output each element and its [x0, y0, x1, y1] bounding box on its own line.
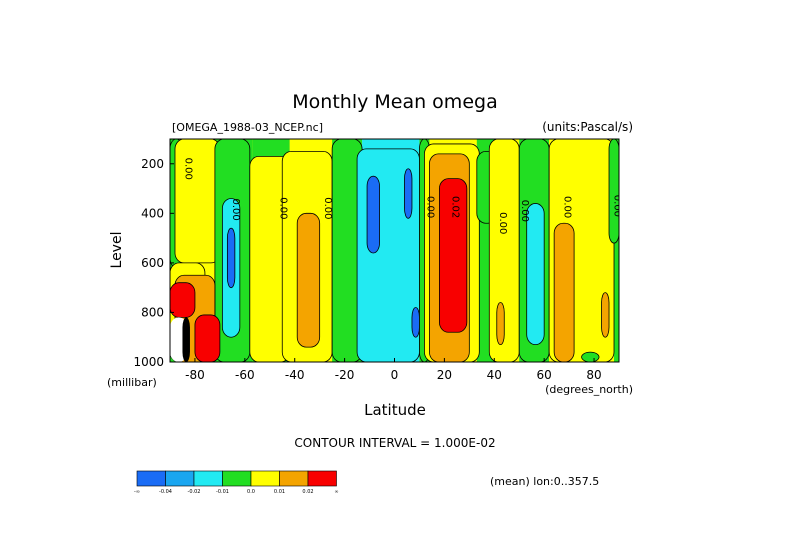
field-region-32 — [182, 317, 190, 362]
field-region-24 — [601, 292, 610, 338]
x-tick-label-3: -20 — [335, 368, 355, 382]
legend-swatch-6 — [307, 470, 337, 487]
field-regions — [170, 139, 619, 362]
field-region-11 — [404, 168, 413, 219]
contour-label-4: 0.00 — [424, 196, 435, 218]
x-unit-label: (degrees_north) — [545, 383, 633, 396]
x-tick-label-4: 0 — [391, 368, 399, 382]
legend-label-1: -0.04 — [159, 489, 172, 495]
units-label: (units:Pascal/s) — [542, 120, 633, 134]
y-axis-ticks: 200 400 600 800 1000 — [133, 157, 174, 369]
legend-label-4: 0.0 — [247, 489, 255, 495]
y-tick-label-1: 400 — [141, 206, 164, 220]
field-region-7 — [296, 212, 321, 348]
y-axis-title: Level — [109, 232, 125, 269]
legend-label-5: 0.01 — [274, 489, 285, 495]
field-region-21 — [526, 203, 545, 346]
y-unit-label: (millibar) — [107, 376, 157, 389]
legend-swatch-2 — [193, 470, 223, 487]
legend-swatch-4 — [250, 470, 280, 487]
legend-label-7: ∞ — [334, 489, 338, 495]
chart-title: Monthly Mean omega — [292, 91, 497, 113]
field-region-12 — [411, 307, 420, 338]
contour-label-8: 0.00 — [562, 196, 573, 218]
x-tick-label-6: 40 — [487, 368, 502, 382]
field-region-25 — [608, 139, 619, 244]
x-axis-title: Latitude — [364, 401, 426, 419]
legend-swatch-0 — [136, 470, 166, 487]
x-tick-label-1: -60 — [235, 368, 255, 382]
x-tick-label-0: -80 — [185, 368, 205, 382]
y-tick-label-3: 800 — [141, 305, 164, 319]
contour-label-2: 0.00 — [277, 197, 288, 219]
plot-area: 0.00 0.00 0.00 0.00 0.00 0.02 0.00 0.00 0.00 0.00 — [170, 139, 623, 362]
x-tick-label-8: 80 — [586, 368, 601, 382]
x-tick-label-2: -40 — [285, 368, 305, 382]
field-region-26 — [581, 351, 600, 362]
legend-label-3: -0.01 — [216, 489, 229, 495]
y-tick-label-4: 1000 — [133, 355, 164, 369]
legend-label-0: -∞ — [134, 489, 140, 495]
field-region-29 — [170, 282, 196, 318]
field-region-16 — [438, 178, 468, 333]
contour-label-3: 0.00 — [322, 197, 333, 219]
contour-label-5: 0.02 — [449, 196, 460, 218]
dataset-label: [OMEGA_1988-03_NCEP.nc] — [172, 121, 323, 134]
contour-label-1: 0.00 — [230, 198, 241, 220]
average-note: (mean) lon:0..357.5 — [490, 475, 599, 488]
contour-label-6: 0.00 — [497, 212, 508, 234]
contour-label-7: 0.00 — [519, 200, 530, 222]
field-region-10 — [366, 175, 380, 254]
contour-labels: 0.00 0.00 0.00 0.00 0.00 0.02 0.00 0.00 0.00 0.00 — [182, 158, 623, 235]
y-tick-label-0: 200 — [141, 157, 164, 171]
contour-label-9: 0.00 — [612, 195, 623, 217]
x-tick-label-5: 20 — [437, 368, 452, 382]
contour-interval-note: CONTOUR INTERVAL = 1.000E-02 — [294, 436, 495, 450]
field-region-4 — [226, 227, 236, 289]
x-tick-label-7: 60 — [537, 368, 552, 382]
legend-swatch-1 — [165, 470, 195, 487]
legend-label-6: 0.02 — [302, 489, 313, 495]
legend-swatch-5 — [279, 470, 309, 487]
field-column-13 — [614, 139, 619, 362]
field-region-23 — [553, 222, 575, 362]
field-region-30 — [194, 314, 221, 362]
legend-label-2: -0.02 — [188, 489, 201, 495]
contour-label-0: 0.00 — [182, 158, 193, 180]
field-region-19 — [496, 302, 505, 346]
color-legend: -∞ -0.04 -0.02 -0.01 0.0 0.01 0.02 ∞ — [134, 470, 339, 495]
x-axis-ticks: -80 -60 -40 -20 0 20 40 60 80 — [185, 358, 602, 382]
y-tick-label-2: 600 — [141, 256, 164, 270]
legend-swatch-3 — [222, 470, 252, 487]
